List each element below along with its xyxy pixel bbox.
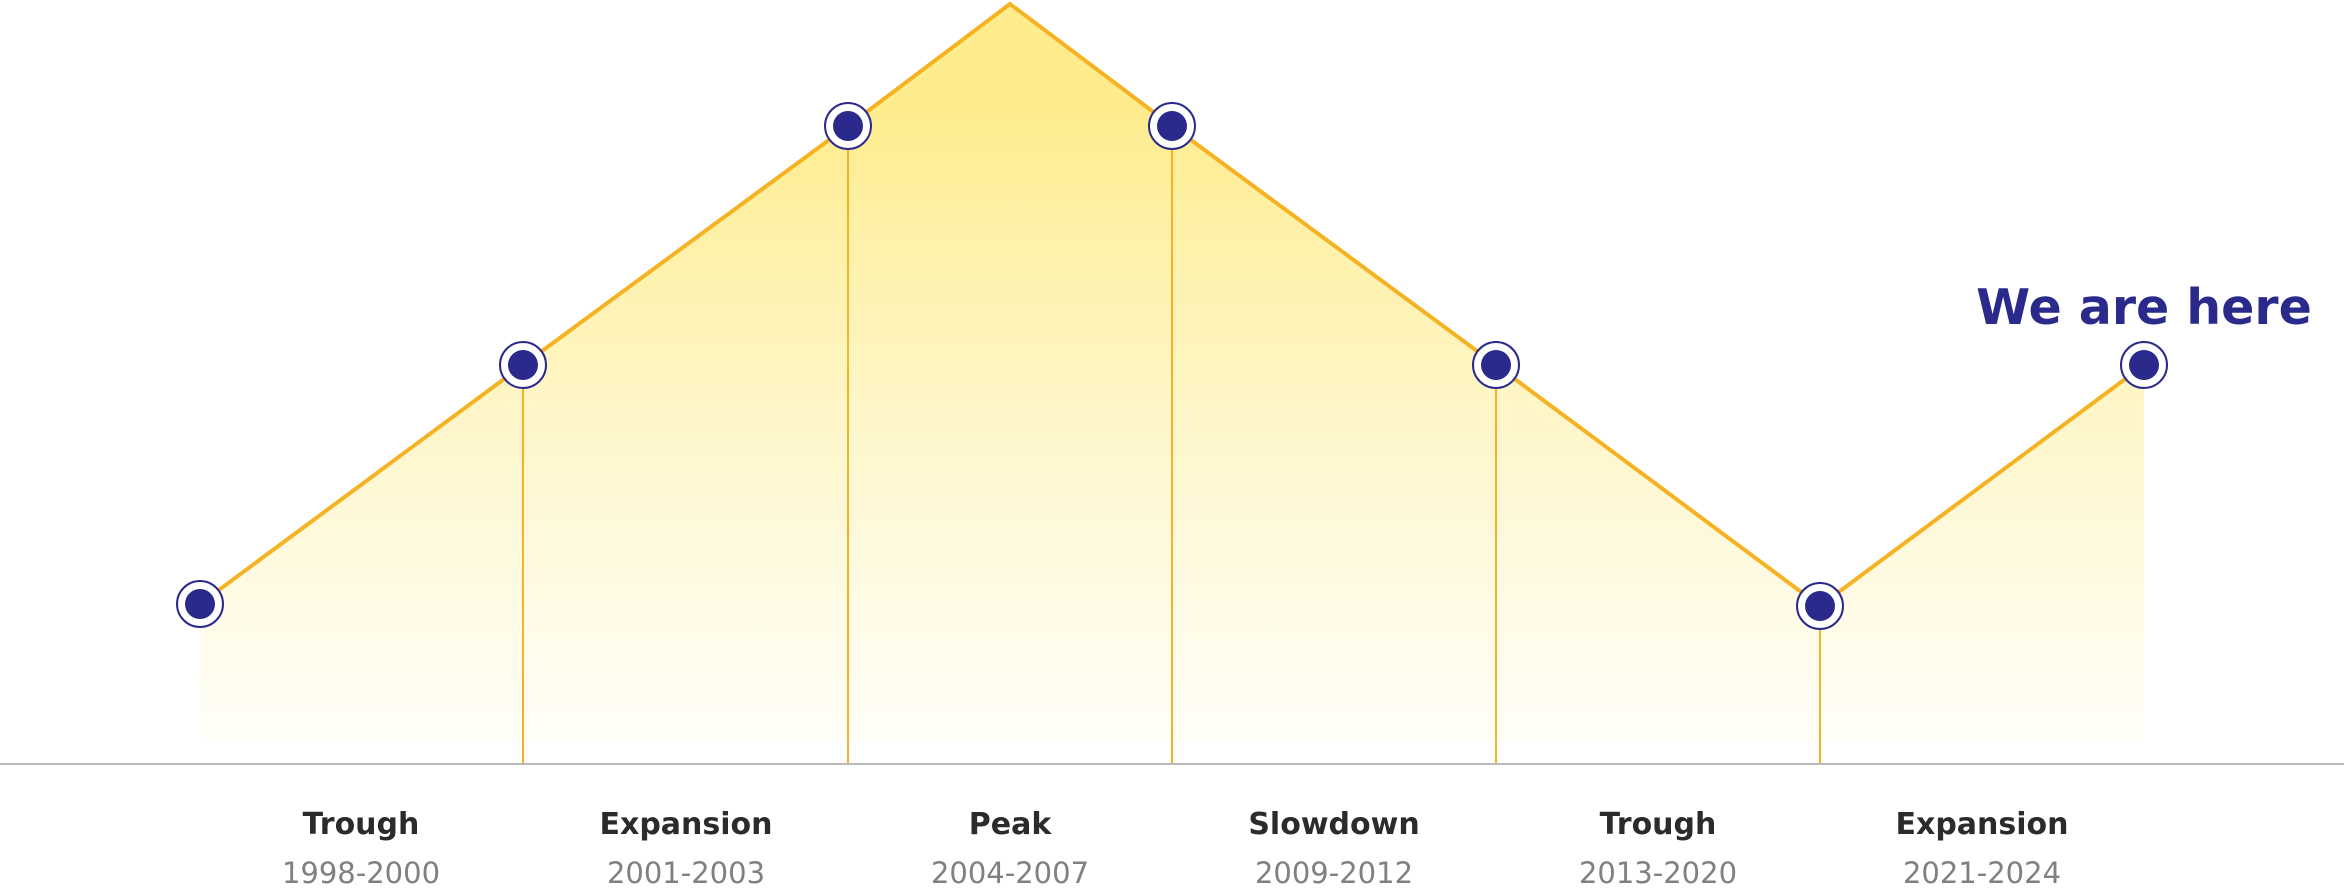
phase-dividers [522,126,1821,764]
phase-name: Expansion [599,807,772,842]
cycle-marker [1148,102,1196,150]
phase-years: 2001-2003 [607,856,765,890]
phase-name: Slowdown [1248,807,1419,842]
current-position-marker [2120,341,2168,389]
phase-label: Slowdown 2009-2012 [1248,807,1419,890]
phase-label: Expansion 2001-2003 [599,807,772,890]
cycle-line [198,1,2146,609]
phase-years: 1998-2000 [282,856,440,890]
phase-labels: Trough 1998-2000 Expansion 2001-2003 Pea… [282,807,2069,890]
phase-years: 2004-2007 [931,856,1089,890]
cycle-marker [824,102,872,150]
cycle-marker [1796,582,1844,630]
phase-label: Peak 2004-2007 [931,807,1089,890]
phase-label: Trough 1998-2000 [282,807,440,890]
phase-label: Trough 2013-2020 [1579,807,1737,890]
cycle-marker [176,580,224,628]
phase-label: Expansion 2021-2024 [1895,807,2068,890]
we-are-here-label: We are here [1976,279,2312,336]
phase-years: 2013-2020 [1579,856,1737,890]
phase-name: Trough [1600,807,1717,842]
cycle-markers [176,102,2168,630]
phase-name: Trough [303,807,420,842]
cycle-marker [499,341,547,389]
phase-name: Expansion [1895,807,2068,842]
cycle-marker [1472,341,1520,389]
phase-years: 2009-2012 [1255,856,1413,890]
phase-name: Peak [969,807,1053,842]
phase-years: 2021-2024 [1903,856,2061,890]
